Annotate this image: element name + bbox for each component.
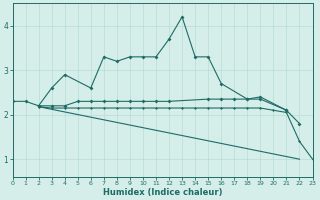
X-axis label: Humidex (Indice chaleur): Humidex (Indice chaleur) [103, 188, 222, 197]
